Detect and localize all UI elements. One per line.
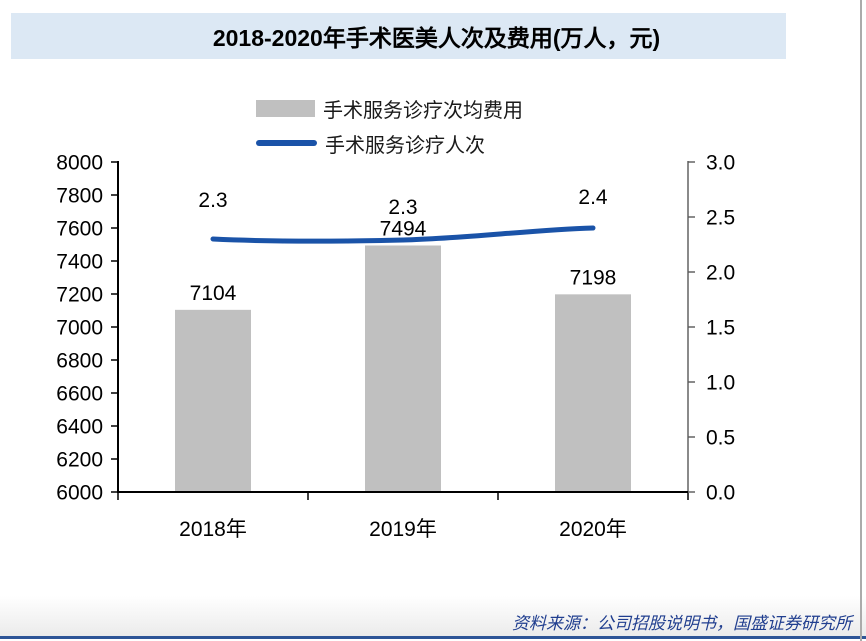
y-axis-right-tick-label: 0.0 <box>706 482 735 505</box>
y-axis-left-tick-label: 8000 <box>56 152 103 175</box>
chart-title-bar: 2018-2020年手术医美人次及费用(万人，元) <box>11 13 786 59</box>
chart-legend: 手术服务诊疗次均费用 手术服务诊疗人次 <box>256 95 523 157</box>
bar-2019年 <box>365 245 441 492</box>
y-axis-left-tick-label: 7000 <box>56 317 103 340</box>
legend-line-swatch <box>256 140 317 146</box>
y-axis-right-tick-label: 3.0 <box>706 152 735 175</box>
line-series <box>210 225 596 244</box>
y-axis-right-tick-label: 2.0 <box>706 262 735 285</box>
y-axis-left-tick-label: 6400 <box>56 416 103 439</box>
legend-line-label: 手术服务诊疗人次 <box>325 132 485 157</box>
bar-2018年 <box>175 309 251 492</box>
y-axis-left-tick-label: 7800 <box>56 185 103 208</box>
footer-fade <box>0 596 866 636</box>
x-axis-category-label: 2019年 <box>369 518 437 541</box>
y-axis-left-tick-label: 7600 <box>56 218 103 241</box>
legend-item-line: 手术服务诊疗人次 <box>256 130 523 157</box>
legend-bar-label: 手术服务诊疗次均费用 <box>323 97 523 122</box>
page-right-border <box>860 0 862 641</box>
y-axis-left-tick-label: 6200 <box>56 449 103 472</box>
line-value-label: 2.4 <box>578 186 608 209</box>
y-axis-left-tick-label: 7200 <box>56 284 103 307</box>
chart-title: 2018-2020年手术医美人次及费用(万人，元) <box>212 25 661 51</box>
legend-item-bar: 手术服务诊疗次均费用 <box>256 95 523 122</box>
y-axis-right-tick-label: 1.5 <box>706 317 735 340</box>
bar-2020年 <box>555 294 631 492</box>
y-axis-left-tick-label: 6800 <box>56 350 103 373</box>
y-axis-right-tick-label: 0.5 <box>706 427 735 450</box>
bar-value-label: 7198 <box>570 266 617 289</box>
footer-rule <box>0 636 866 639</box>
bar-value-label: 7104 <box>190 282 237 305</box>
y-axis-right-tick-label: 1.0 <box>706 372 735 395</box>
line-value-label: 2.3 <box>198 189 227 212</box>
bar-value-label: 7494 <box>380 217 427 240</box>
x-axis-category-label: 2020年 <box>559 518 627 541</box>
line-value-label: 2.3 <box>388 196 417 219</box>
y-axis-left-tick-label: 7400 <box>56 251 103 274</box>
y-axis-left-tick-label: 6000 <box>56 482 103 505</box>
x-axis-category-label: 2018年 <box>179 518 247 541</box>
y-axis-right-tick-label: 2.5 <box>706 207 735 230</box>
legend-bar-swatch <box>256 99 315 117</box>
y-axis-left-tick-label: 6600 <box>56 383 103 406</box>
source-note: 资料来源：公司招股说明书，国盛证券研究所 <box>512 614 852 634</box>
